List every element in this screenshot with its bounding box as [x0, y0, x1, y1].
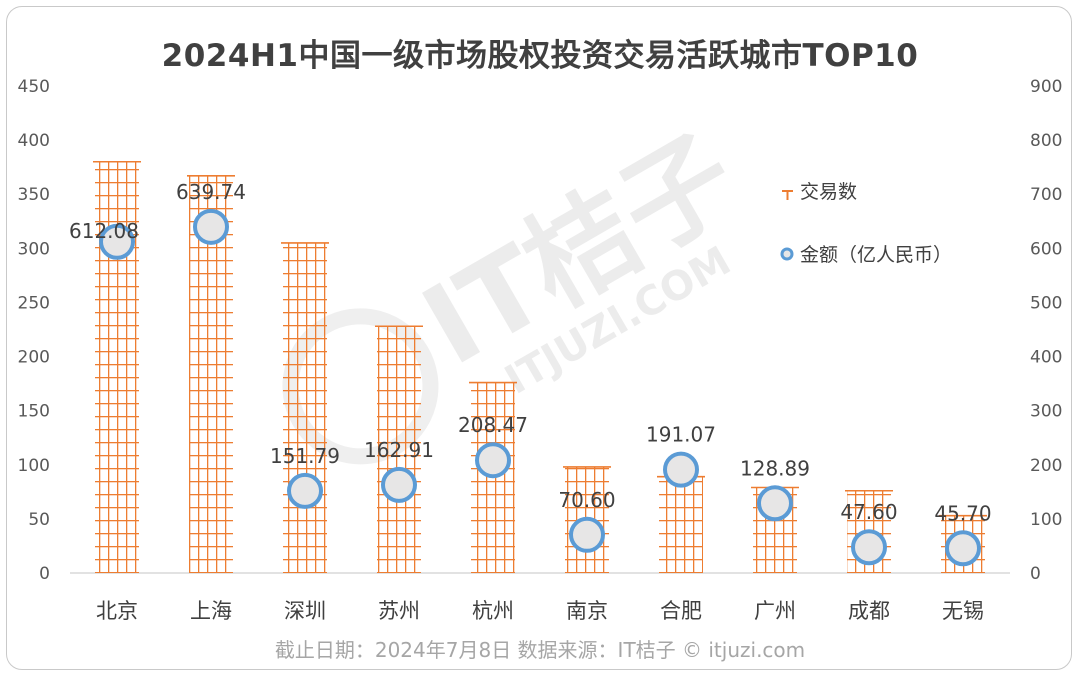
- y-left-tick-label: 0: [39, 564, 50, 584]
- y-left-tick-label: 200: [18, 348, 50, 368]
- legend-item-point: 金额（亿人民币）: [780, 244, 952, 266]
- amount-data-label: 162.91: [364, 438, 434, 462]
- amount-data-label: 612.08: [69, 219, 139, 243]
- chart-frame: [6, 6, 1072, 670]
- x-category-label: 上海: [190, 599, 232, 623]
- y-left-tick-label: 50: [28, 510, 50, 530]
- legend-label-bar: 交易数: [800, 181, 857, 203]
- y-right-tick-label: 600: [1030, 239, 1062, 259]
- y-left-tick-label: 350: [18, 185, 50, 205]
- amount-data-label: 70.60: [558, 488, 615, 512]
- y-right-tick-label: 0: [1030, 564, 1041, 584]
- footer-source: 截止日期：2024年7月8日 数据来源：IT桔子 © itjuzi.com: [274, 638, 806, 662]
- amount-data-label: 151.79: [270, 444, 340, 468]
- legend-label-point: 金额（亿人民币）: [800, 244, 952, 266]
- scatter-series: [99, 208, 981, 567]
- bar: [657, 475, 705, 573]
- amount-point: [663, 451, 699, 488]
- y-right-tick-label: 700: [1030, 185, 1062, 205]
- amount-data-label: 191.07: [646, 423, 716, 447]
- amount-point: [193, 208, 229, 245]
- amount-point: [287, 472, 323, 509]
- amount-point: [757, 485, 793, 522]
- legend-point-icon: [780, 247, 794, 261]
- y-right-tick-label: 100: [1030, 510, 1062, 530]
- bar: [375, 325, 423, 573]
- y-right-tick-label: 900: [1030, 77, 1062, 97]
- y-left-tick-label: 450: [18, 77, 50, 97]
- y-left-tick-label: 250: [18, 293, 50, 313]
- x-category-label: 成都: [848, 599, 890, 623]
- x-category-label: 南京: [566, 599, 608, 623]
- amount-point: [381, 466, 417, 503]
- bar: [281, 242, 329, 573]
- y-right-tick-label: 500: [1030, 293, 1062, 313]
- amount-point: [851, 529, 887, 566]
- x-category-label: 无锡: [942, 599, 984, 623]
- y-left-tick-label: 100: [18, 456, 50, 476]
- legend-item-bar: 交易数: [782, 181, 857, 203]
- x-category-label: 北京: [96, 599, 138, 623]
- amount-data-label: 639.74: [176, 180, 246, 204]
- y-right-tick-label: 300: [1030, 402, 1062, 422]
- data-labels: 612.08 639.74 151.79 162.91 208.47 70.60 191.0…: [69, 180, 992, 525]
- x-category-label: 苏州: [378, 599, 420, 623]
- chart-title: 2024H1中国一级市场股权投资交易活跃城市TOP10: [161, 38, 919, 74]
- x-category-label: 深圳: [284, 599, 326, 623]
- amount-data-label: 47.60: [840, 500, 897, 524]
- y-left-tick-label: 150: [18, 402, 50, 422]
- amount-data-label: 208.47: [458, 413, 528, 437]
- y-right-tick-label: 400: [1030, 348, 1062, 368]
- y-left-tick-label: 400: [18, 131, 50, 151]
- amount-point: [569, 516, 605, 553]
- amount-point: [945, 530, 981, 567]
- amount-point: [99, 223, 135, 260]
- y-right-tick-label: 800: [1030, 131, 1062, 151]
- y-left-tick-label: 300: [18, 239, 50, 259]
- y-right-tick-label: 200: [1030, 456, 1062, 476]
- amount-point: [475, 442, 511, 479]
- x-category-label: 广州: [754, 599, 796, 623]
- x-category-label: 合肥: [660, 599, 702, 623]
- x-category-label: 杭州: [472, 599, 514, 623]
- amount-data-label: 128.89: [740, 456, 810, 480]
- amount-data-label: 45.70: [934, 501, 991, 525]
